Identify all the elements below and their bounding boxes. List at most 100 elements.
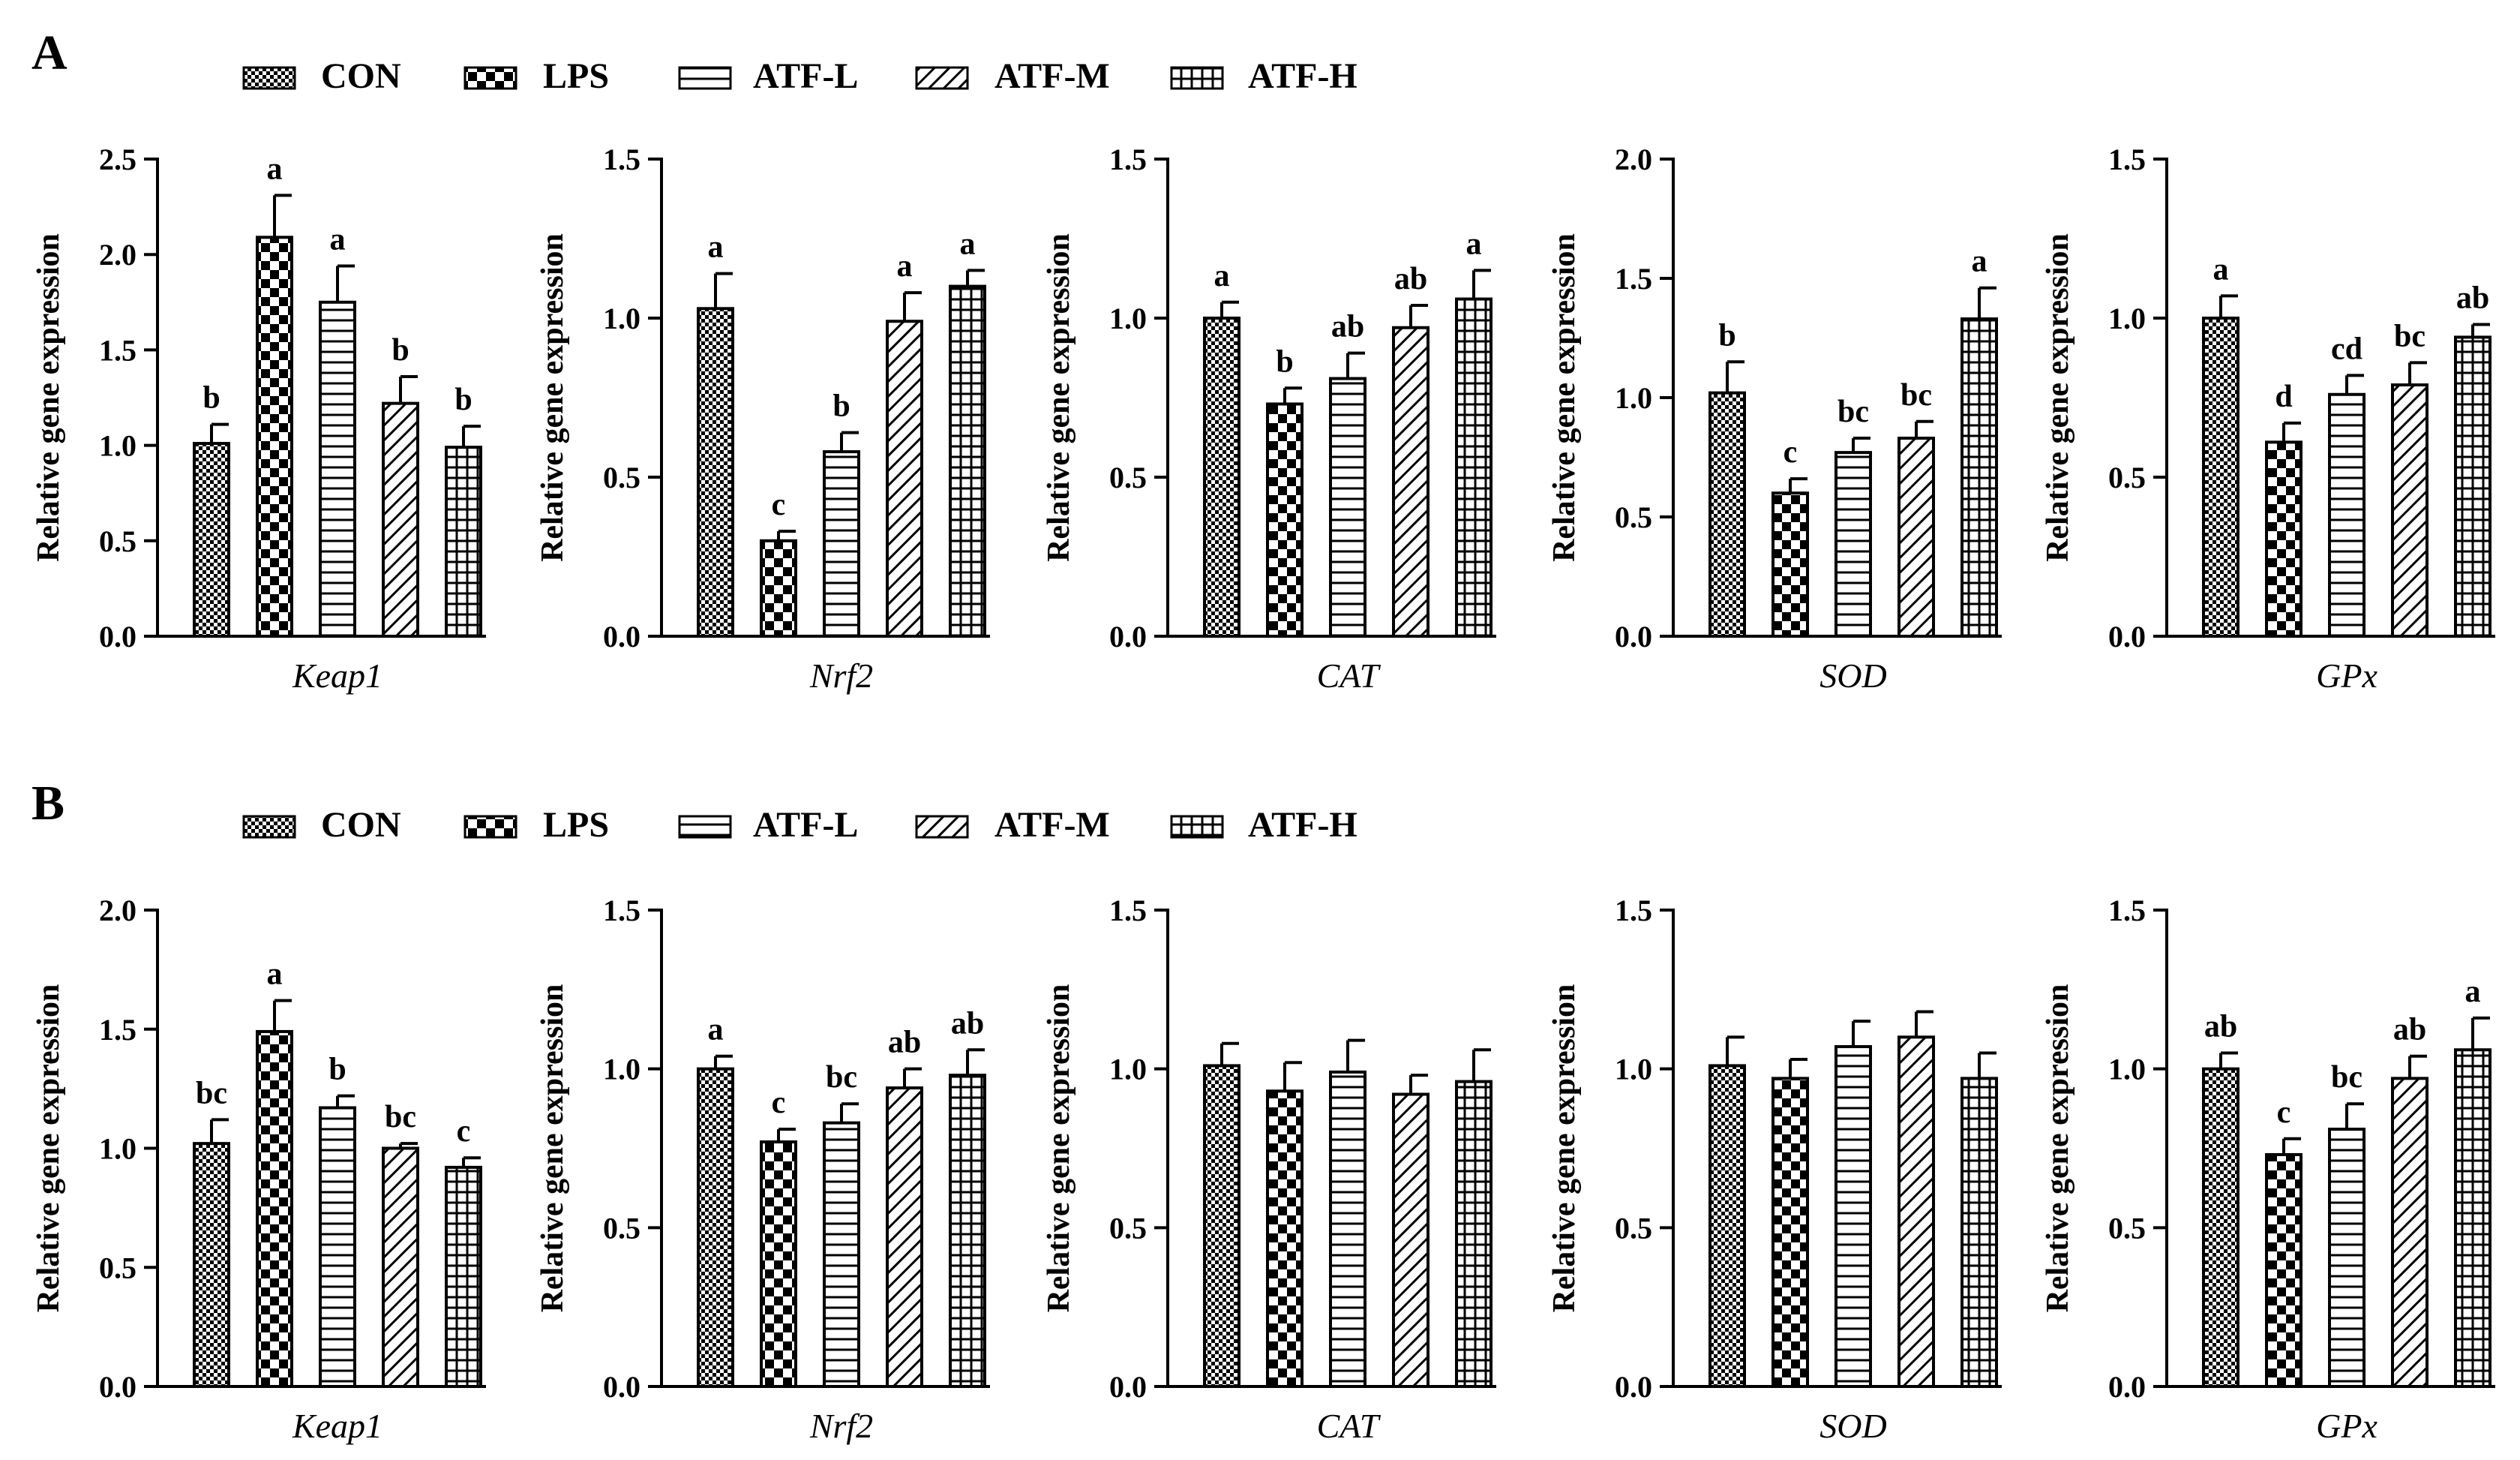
- significance-letter-atf-m: ab: [2393, 1013, 2426, 1047]
- bar-lps: [760, 539, 797, 638]
- significance-letter-atf-m: bc: [2394, 319, 2426, 353]
- y-tick-label: 1.5: [603, 143, 640, 176]
- x-axis-label: CAT: [1317, 1407, 1382, 1445]
- legend-label-atf-h: ATF-H: [1248, 56, 1358, 96]
- legend-swatch-con: [242, 66, 296, 90]
- legend-label-con: CON: [321, 56, 401, 96]
- bar-lps: [256, 1029, 293, 1389]
- bar-atf-h: [1960, 317, 1998, 638]
- significance-letter-atf-l: bc: [2331, 1060, 2362, 1095]
- bar-con: [697, 1067, 734, 1388]
- y-tick-label: 1.5: [603, 894, 640, 927]
- chart-b-sod: 0.0 0.5 1.0 1.5 Relative gene expression SOD: [1547, 894, 2002, 1445]
- y-tick-label: 1.0: [99, 429, 136, 463]
- legend-swatch-lps: [464, 66, 518, 90]
- x-axis-label: Nrf2: [809, 656, 873, 695]
- bar-atf-h: [2454, 1048, 2492, 1389]
- bar-atf-m: [382, 401, 419, 638]
- x-axis-label: GPx: [2316, 1407, 2378, 1445]
- significance-letter-atf-l: bc: [1838, 395, 1869, 429]
- y-axis-label: Relative gene expression: [32, 233, 66, 562]
- bar-atf-m: [2391, 383, 2428, 638]
- y-tick-label: 0.5: [1109, 1211, 1147, 1245]
- legend-label-con: CON: [321, 805, 401, 845]
- legend-panel-B: CON LPS ATF-L ATF-M ATF-H: [242, 805, 1358, 845]
- legend-label-atf-m: ATF-M: [994, 805, 1110, 845]
- legend-label-atf-h: ATF-H: [1248, 805, 1358, 845]
- y-tick-label: 2.0: [99, 238, 136, 272]
- x-axis-label: SOD: [1820, 1407, 1886, 1445]
- y-axis-label: Relative gene expression: [1042, 233, 1076, 562]
- y-tick-label: 1.0: [2108, 302, 2146, 335]
- significance-letter-atf-m: a: [897, 249, 913, 284]
- bar-atf-l: [1329, 1070, 1366, 1389]
- y-axis-label: Relative gene expression: [1547, 233, 1582, 562]
- bar-atf-m: [886, 320, 923, 638]
- significance-letter-atf-h: ab: [2456, 281, 2489, 315]
- significance-letter-con: ab: [2204, 1010, 2237, 1044]
- significance-letter-atf-h: a: [960, 227, 976, 261]
- bar-atf-m: [1898, 1035, 1935, 1389]
- significance-letter-atf-l: b: [328, 1053, 346, 1087]
- chart-b-gpx: 0.0 0.5 1.0 1.5 Relative gene expression ab c b…: [2041, 894, 2495, 1445]
- y-tick-label: 1.0: [2108, 1053, 2146, 1086]
- significance-letter-lps: c: [1784, 435, 1798, 470]
- bar-atf-m: [2391, 1077, 2428, 1389]
- x-axis-label: Keap1: [292, 1407, 382, 1445]
- significance-letter-lps: a: [267, 152, 283, 186]
- bar-atf-l: [823, 1121, 860, 1388]
- y-axis-label: Relative gene expression: [1042, 984, 1076, 1313]
- y-tick-label: 1.0: [603, 1053, 640, 1086]
- y-tick-label: 0.0: [2108, 620, 2146, 653]
- significance-letter-atf-h: c: [457, 1114, 471, 1149]
- significance-letter-con: a: [1214, 259, 1230, 293]
- bar-lps: [1772, 491, 1809, 638]
- significance-letter-lps: c: [772, 488, 786, 522]
- y-tick-label: 1.5: [1109, 143, 1147, 176]
- y-tick-label: 0.5: [603, 461, 640, 494]
- bar-atf-l: [2328, 1128, 2366, 1388]
- y-tick-label: 1.5: [2108, 143, 2146, 176]
- significance-letter-con: a: [2213, 252, 2229, 287]
- x-axis-label: CAT: [1317, 656, 1382, 695]
- y-axis-label: Relative gene expression: [2041, 233, 2075, 562]
- significance-letter-con: b: [1718, 318, 1736, 353]
- bar-con: [1708, 391, 1746, 638]
- panel-label-B: B: [32, 776, 64, 831]
- significance-letter-lps: b: [1276, 344, 1293, 379]
- y-tick-label: 0.5: [2108, 1211, 2146, 1245]
- bar-atf-l: [1834, 451, 1872, 638]
- y-tick-label: 0.5: [1109, 461, 1147, 494]
- legend-label-atf-m: ATF-M: [994, 56, 1110, 96]
- y-axis-label: Relative gene expression: [536, 984, 570, 1313]
- y-tick-label: 0.0: [99, 1370, 136, 1404]
- y-tick-label: 1.5: [1615, 894, 1652, 927]
- y-tick-label: 2.0: [99, 894, 136, 927]
- y-tick-label: 1.5: [99, 1013, 136, 1047]
- y-tick-label: 1.0: [1615, 381, 1652, 415]
- y-tick-label: 0.0: [2108, 1370, 2146, 1404]
- y-tick-label: 1.5: [99, 333, 136, 367]
- significance-letter-lps: c: [772, 1086, 786, 1120]
- bar-con: [1203, 1064, 1240, 1389]
- y-tick-label: 0.0: [1615, 620, 1652, 653]
- y-axis-label: Relative gene expression: [32, 984, 66, 1313]
- significance-letter-atf-h: ab: [951, 1006, 984, 1041]
- bar-con: [1203, 317, 1240, 638]
- y-tick-label: 0.5: [1615, 500, 1652, 534]
- y-tick-label: 0.0: [1109, 1370, 1147, 1404]
- charts-area: 0.0 0.5 1.0 1.5 2.0 2.5 Relative gene expressi…: [32, 143, 2495, 1445]
- y-tick-label: 1.5: [1615, 262, 1652, 296]
- y-tick-label: 0.0: [603, 1370, 640, 1404]
- legend-swatch-atf-h: [1170, 66, 1224, 90]
- y-tick-label: 0.5: [99, 1251, 136, 1284]
- y-tick-label: 0.5: [2108, 461, 2146, 494]
- significance-letter-atf-l: cd: [2331, 332, 2362, 366]
- bar-atf-l: [319, 300, 356, 638]
- y-tick-label: 0.0: [603, 620, 640, 653]
- significance-letter-atf-m: bc: [385, 1100, 416, 1134]
- y-tick-label: 0.5: [603, 1211, 640, 1245]
- legend-swatch-atf-h: [1170, 815, 1224, 839]
